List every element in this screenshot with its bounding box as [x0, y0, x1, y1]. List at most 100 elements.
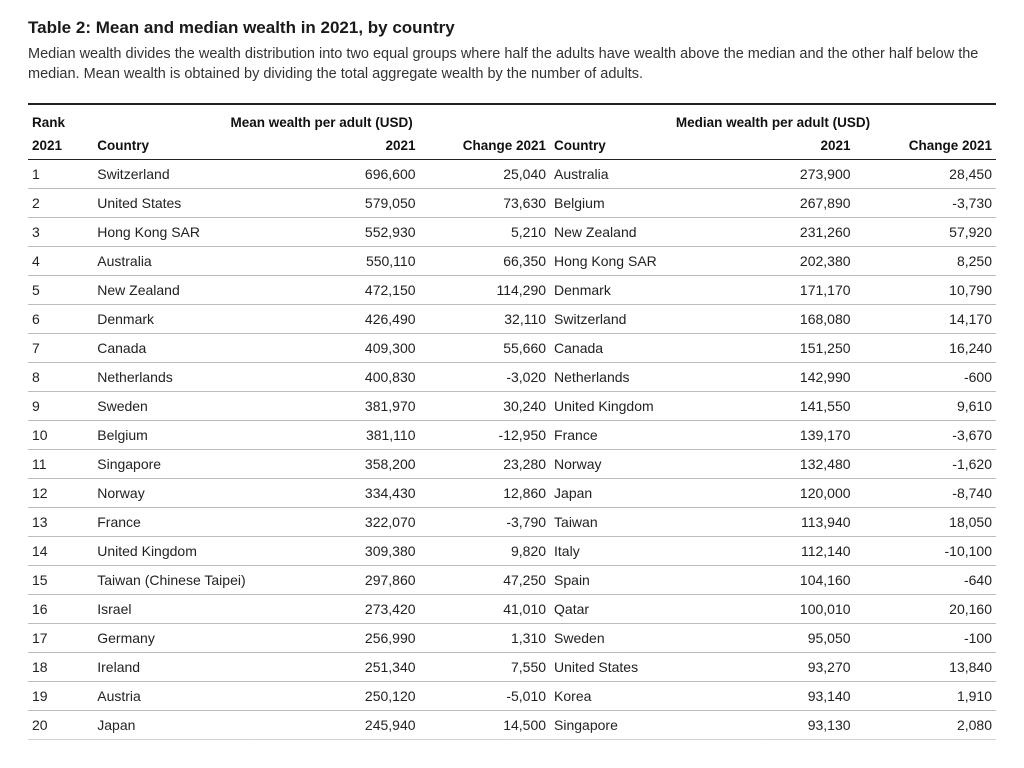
header-median-year: 2021 — [713, 132, 854, 160]
cell-median-change: 28,450 — [855, 159, 996, 188]
cell-median-value: 171,170 — [713, 275, 854, 304]
cell-median-change: -3,670 — [855, 420, 996, 449]
cell-median-change: 2,080 — [855, 710, 996, 739]
cell-median-value: 142,990 — [713, 362, 854, 391]
cell-mean-change: 5,210 — [420, 217, 551, 246]
cell-mean-value: 334,430 — [289, 478, 420, 507]
cell-mean-change: 23,280 — [420, 449, 551, 478]
cell-mean-change: -3,020 — [420, 362, 551, 391]
cell-rank: 14 — [28, 536, 93, 565]
cell-median-value: 95,050 — [713, 623, 854, 652]
cell-mean-value: 256,990 — [289, 623, 420, 652]
cell-median-value: 132,480 — [713, 449, 854, 478]
cell-median-value: 93,130 — [713, 710, 854, 739]
cell-median-country: Australia — [550, 159, 713, 188]
header-rank-year: 2021 — [28, 132, 93, 160]
cell-rank: 2 — [28, 188, 93, 217]
cell-rank: 18 — [28, 652, 93, 681]
cell-rank: 6 — [28, 304, 93, 333]
wealth-table: Rank Mean wealth per adult (USD) Median … — [28, 103, 996, 740]
cell-mean-value: 381,970 — [289, 391, 420, 420]
cell-median-country: Japan — [550, 478, 713, 507]
cell-median-country: Qatar — [550, 594, 713, 623]
cell-mean-change: 14,500 — [420, 710, 551, 739]
cell-median-change: 20,160 — [855, 594, 996, 623]
cell-rank: 12 — [28, 478, 93, 507]
cell-mean-country: United States — [93, 188, 289, 217]
cell-median-value: 202,380 — [713, 246, 854, 275]
cell-median-value: 141,550 — [713, 391, 854, 420]
cell-mean-change: 30,240 — [420, 391, 551, 420]
header-mean-group: Mean wealth per adult (USD) — [93, 104, 550, 132]
cell-median-value: 112,140 — [713, 536, 854, 565]
cell-median-change: -1,620 — [855, 449, 996, 478]
table-row: 20Japan245,94014,500Singapore93,1302,080 — [28, 710, 996, 739]
cell-mean-change: 66,350 — [420, 246, 551, 275]
cell-mean-change: 47,250 — [420, 565, 551, 594]
cell-rank: 7 — [28, 333, 93, 362]
cell-mean-change: 25,040 — [420, 159, 551, 188]
cell-median-country: Hong Kong SAR — [550, 246, 713, 275]
cell-median-country: Spain — [550, 565, 713, 594]
cell-median-change: 13,840 — [855, 652, 996, 681]
table-row: 7Canada409,30055,660Canada151,25016,240 — [28, 333, 996, 362]
table-row: 11Singapore358,20023,280Norway132,480-1,… — [28, 449, 996, 478]
cell-median-country: Denmark — [550, 275, 713, 304]
table-title: Table 2: Mean and median wealth in 2021,… — [28, 18, 996, 38]
cell-median-change: 18,050 — [855, 507, 996, 536]
cell-rank: 5 — [28, 275, 93, 304]
cell-mean-value: 696,600 — [289, 159, 420, 188]
cell-rank: 19 — [28, 681, 93, 710]
table-row: 12Norway334,43012,860Japan120,000-8,740 — [28, 478, 996, 507]
cell-median-country: Switzerland — [550, 304, 713, 333]
cell-mean-value: 550,110 — [289, 246, 420, 275]
cell-rank: 13 — [28, 507, 93, 536]
cell-median-change: -640 — [855, 565, 996, 594]
cell-mean-change: -3,790 — [420, 507, 551, 536]
cell-rank: 4 — [28, 246, 93, 275]
cell-mean-change: -5,010 — [420, 681, 551, 710]
table-row: 13France322,070-3,790Taiwan113,94018,050 — [28, 507, 996, 536]
cell-mean-country: Switzerland — [93, 159, 289, 188]
cell-mean-country: France — [93, 507, 289, 536]
cell-median-country: France — [550, 420, 713, 449]
cell-mean-change: 41,010 — [420, 594, 551, 623]
header-mean-year: 2021 — [289, 132, 420, 160]
cell-mean-value: 472,150 — [289, 275, 420, 304]
cell-median-value: 93,140 — [713, 681, 854, 710]
cell-mean-value: 251,340 — [289, 652, 420, 681]
table-row: 6Denmark426,49032,110Switzerland168,0801… — [28, 304, 996, 333]
cell-mean-value: 245,940 — [289, 710, 420, 739]
cell-mean-country: Ireland — [93, 652, 289, 681]
cell-median-change: 1,910 — [855, 681, 996, 710]
cell-median-value: 120,000 — [713, 478, 854, 507]
cell-median-value: 104,160 — [713, 565, 854, 594]
cell-median-value: 151,250 — [713, 333, 854, 362]
cell-median-country: Singapore — [550, 710, 713, 739]
table-row: 14United Kingdom309,3809,820Italy112,140… — [28, 536, 996, 565]
table-row: 3Hong Kong SAR552,9305,210New Zealand231… — [28, 217, 996, 246]
cell-rank: 20 — [28, 710, 93, 739]
cell-median-change: -600 — [855, 362, 996, 391]
cell-median-change: -3,730 — [855, 188, 996, 217]
cell-mean-change: 9,820 — [420, 536, 551, 565]
table-row: 5New Zealand472,150114,290Denmark171,170… — [28, 275, 996, 304]
cell-mean-value: 322,070 — [289, 507, 420, 536]
header-median-country: Country — [550, 132, 713, 160]
header-mean-change: Change 2021 — [420, 132, 551, 160]
cell-rank: 17 — [28, 623, 93, 652]
cell-mean-value: 381,110 — [289, 420, 420, 449]
cell-median-change: -8,740 — [855, 478, 996, 507]
cell-rank: 8 — [28, 362, 93, 391]
cell-median-value: 113,940 — [713, 507, 854, 536]
cell-median-change: 14,170 — [855, 304, 996, 333]
cell-median-change: -10,100 — [855, 536, 996, 565]
cell-median-value: 100,010 — [713, 594, 854, 623]
cell-median-change: 8,250 — [855, 246, 996, 275]
cell-mean-country: Denmark — [93, 304, 289, 333]
cell-rank: 11 — [28, 449, 93, 478]
table-body: 1Switzerland696,60025,040Australia273,90… — [28, 159, 996, 739]
table-description: Median wealth divides the wealth distrib… — [28, 44, 996, 85]
header-median-group: Median wealth per adult (USD) — [550, 104, 996, 132]
cell-median-country: Korea — [550, 681, 713, 710]
